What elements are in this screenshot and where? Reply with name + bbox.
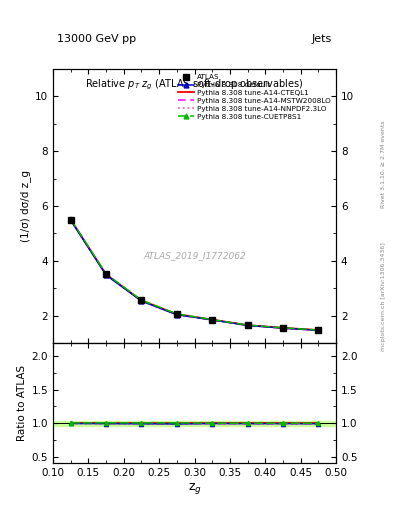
Pythia 8.308 tune-CUETP8S1 <box>281 325 285 331</box>
Pythia 8.308 default <box>68 217 73 223</box>
Pythia 8.308 tune-A14-NNPDF2.3LO <box>281 325 285 331</box>
ATLAS <box>104 271 108 278</box>
X-axis label: z$_g$: z$_g$ <box>187 481 202 496</box>
Line: Pythia 8.308 default: Pythia 8.308 default <box>68 218 321 333</box>
Pythia 8.308 tune-CUETP8S1 <box>316 327 321 333</box>
ATLAS <box>68 217 73 223</box>
Pythia 8.308 tune-A14-CTEQL1 <box>139 297 144 304</box>
ATLAS <box>316 327 321 333</box>
Pythia 8.308 tune-CUETP8S1 <box>68 216 73 222</box>
Pythia 8.308 tune-A14-NNPDF2.3LO <box>174 312 179 318</box>
Pythia 8.308 tune-A14-MSTW2008LO <box>245 323 250 329</box>
Pythia 8.308 tune-CUETP8S1 <box>139 297 144 303</box>
Pythia 8.308 tune-A14-NNPDF2.3LO <box>104 272 108 278</box>
Pythia 8.308 tune-A14-MSTW2008LO <box>316 327 321 333</box>
Pythia 8.308 default <box>245 323 250 329</box>
Pythia 8.308 tune-A14-MSTW2008LO <box>174 311 179 317</box>
Pythia 8.308 tune-A14-NNPDF2.3LO <box>245 323 250 329</box>
Pythia 8.308 tune-A14-CTEQL1 <box>68 217 73 223</box>
Pythia 8.308 default <box>104 272 108 278</box>
Bar <box>53 421 336 425</box>
Pythia 8.308 tune-A14-MSTW2008LO <box>68 217 73 223</box>
Pythia 8.308 tune-CUETP8S1 <box>174 311 179 317</box>
ATLAS <box>174 311 179 317</box>
Line: Pythia 8.308 tune-A14-CTEQL1: Pythia 8.308 tune-A14-CTEQL1 <box>71 220 318 330</box>
Line: Pythia 8.308 tune-A14-MSTW2008LO: Pythia 8.308 tune-A14-MSTW2008LO <box>71 220 318 330</box>
Pythia 8.308 tune-A14-MSTW2008LO <box>104 272 108 278</box>
Pythia 8.308 tune-CUETP8S1 <box>210 316 215 323</box>
ATLAS <box>210 316 215 323</box>
Line: Pythia 8.308 tune-A14-NNPDF2.3LO: Pythia 8.308 tune-A14-NNPDF2.3LO <box>71 220 318 330</box>
Pythia 8.308 tune-A14-NNPDF2.3LO <box>210 317 215 323</box>
Text: 13000 GeV pp: 13000 GeV pp <box>57 33 136 44</box>
ATLAS <box>245 322 250 328</box>
Text: ATLAS_2019_I1772062: ATLAS_2019_I1772062 <box>143 251 246 260</box>
Pythia 8.308 tune-A14-NNPDF2.3LO <box>316 327 321 333</box>
Text: Rivet 3.1.10, ≥ 2.7M events: Rivet 3.1.10, ≥ 2.7M events <box>381 120 386 208</box>
Pythia 8.308 tune-A14-CTEQL1 <box>316 327 321 333</box>
Text: mcplots.cern.ch [arXiv:1306.3436]: mcplots.cern.ch [arXiv:1306.3436] <box>381 243 386 351</box>
Pythia 8.308 tune-CUETP8S1 <box>104 271 108 277</box>
ATLAS <box>281 325 285 331</box>
Pythia 8.308 tune-A14-CTEQL1 <box>104 271 108 278</box>
Pythia 8.308 tune-A14-CTEQL1 <box>281 325 285 331</box>
Pythia 8.308 default <box>174 312 179 318</box>
Y-axis label: Ratio to ATLAS: Ratio to ATLAS <box>17 365 28 441</box>
Pythia 8.308 tune-A14-NNPDF2.3LO <box>139 298 144 304</box>
Pythia 8.308 tune-A14-MSTW2008LO <box>210 317 215 323</box>
Pythia 8.308 default <box>139 298 144 304</box>
Y-axis label: (1/σ) dσ/d z_g: (1/σ) dσ/d z_g <box>20 170 31 242</box>
Pythia 8.308 tune-A14-CTEQL1 <box>210 316 215 323</box>
Pythia 8.308 default <box>210 317 215 323</box>
Pythia 8.308 tune-A14-CTEQL1 <box>174 311 179 317</box>
ATLAS <box>139 297 144 304</box>
Pythia 8.308 default <box>316 327 321 333</box>
Pythia 8.308 default <box>281 325 285 331</box>
Legend: ATLAS, Pythia 8.308 default, Pythia 8.308 tune-A14-CTEQL1, Pythia 8.308 tune-A14: ATLAS, Pythia 8.308 default, Pythia 8.30… <box>176 73 332 121</box>
Line: Pythia 8.308 tune-CUETP8S1: Pythia 8.308 tune-CUETP8S1 <box>68 217 321 332</box>
Pythia 8.308 tune-A14-MSTW2008LO <box>281 325 285 331</box>
Pythia 8.308 tune-A14-NNPDF2.3LO <box>68 217 73 223</box>
Text: Jets: Jets <box>312 33 332 44</box>
Pythia 8.308 tune-A14-MSTW2008LO <box>139 297 144 304</box>
Text: Relative $p_T$ $z_g$ (ATLAS soft-drop observables): Relative $p_T$ $z_g$ (ATLAS soft-drop ob… <box>85 77 304 92</box>
Pythia 8.308 tune-A14-CTEQL1 <box>245 322 250 328</box>
Line: ATLAS: ATLAS <box>68 217 321 333</box>
Pythia 8.308 tune-CUETP8S1 <box>245 322 250 328</box>
